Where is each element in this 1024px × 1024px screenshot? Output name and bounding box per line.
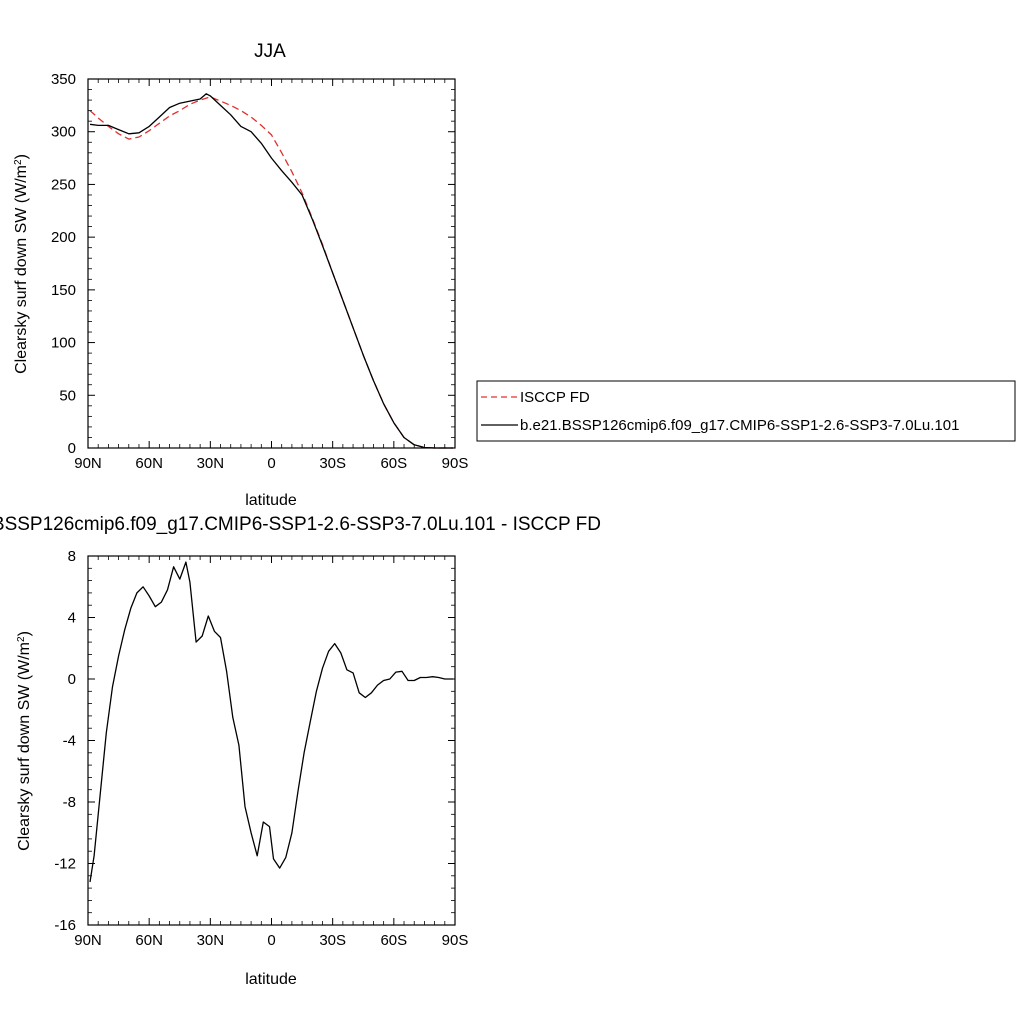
bottom-x-tick-label: 90S	[442, 932, 469, 949]
top-x-tick-label: 0	[267, 455, 275, 472]
top-chart-ticks: 90N 60N 30N 0 30S 60S 90S 0 50 100 150 200 250 300 350	[51, 71, 468, 472]
bottom-y-tick-label: -8	[63, 794, 76, 811]
bottom-y-tick-label: 0	[68, 671, 76, 688]
bottom-y-tick-label: 4	[68, 610, 76, 627]
bottom-y-axis-title-main: Clearsky surf down SW (W/m	[16, 642, 33, 851]
top-chart-legend: ISCCP FD b.e21.BSSP126cmip6.f09_g17.CMIP…	[476, 380, 1016, 442]
top-x-tick-label: 60S	[380, 455, 407, 472]
top-y-axis-title: Clearsky surf down SW (W/m2)	[13, 154, 31, 374]
bottom-y-tick-label: -12	[54, 856, 76, 873]
top-y-tick-label: 200	[51, 229, 76, 246]
legend-label-isccp-fd: ISCCP FD	[520, 389, 590, 406]
bottom-y-tick-label: -4	[63, 733, 76, 750]
bottom-y-axis-title-sup: 2	[16, 636, 27, 642]
top-line-chart: JJA 90N 60N 30N 0 30S 60S 90S 0 50 100 150 200 250 30…	[13, 41, 469, 509]
top-x-axis-title: latitude	[245, 492, 297, 509]
top-y-tick-label: 50	[59, 387, 76, 404]
legend-frame	[476, 380, 1016, 442]
top-x-tick-label: 30N	[197, 455, 225, 472]
top-y-axis-title-sup: 2	[13, 159, 24, 165]
top-y-tick-label: 100	[51, 335, 76, 352]
bottom-x-tick-label: 30N	[197, 932, 225, 949]
top-y-tick-label: 350	[51, 71, 76, 88]
bottom-chart-marks	[89, 561, 453, 883]
top-x-tick-label: 30S	[319, 455, 346, 472]
top-y-tick-label: 150	[51, 282, 76, 299]
bottom-line-chart: b.e21.BSSP126cmip6.f09_g17.CMIP6-SSP1-2.…	[0, 514, 601, 988]
top-chart-title: JJA	[254, 41, 286, 62]
bottom-chart-title: b.e21.BSSP126cmip6.f09_g17.CMIP6-SSP1-2.…	[0, 514, 601, 535]
top-series-line-1	[89, 93, 453, 449]
top-x-tick-label: 60N	[135, 455, 163, 472]
bottom-chart-ticks: 90N 60N 30N 0 30S 60S 90S -16 -12 -8 -4 0 4 8	[54, 548, 468, 949]
top-x-tick-label: 90N	[74, 455, 102, 472]
bottom-y-tick-label: -16	[54, 917, 76, 934]
top-y-axis-title-end: )	[13, 154, 30, 159]
bottom-x-axis-title: latitude	[245, 971, 297, 988]
bottom-plot-frame	[87, 555, 456, 926]
top-y-tick-label: 300	[51, 124, 76, 141]
top-y-axis-title-main: Clearsky surf down SW (W/m	[13, 165, 30, 374]
bottom-y-axis-title-end: )	[16, 631, 33, 636]
top-series-line-0	[89, 96, 453, 449]
top-x-tick-label: 90S	[442, 455, 469, 472]
top-chart-marks	[89, 93, 453, 449]
bottom-x-tick-label: 30S	[319, 932, 346, 949]
top-y-tick-label: 0	[68, 440, 76, 457]
bottom-x-tick-label: 60S	[380, 932, 407, 949]
bottom-y-axis-title: Clearsky surf down SW (W/m2)	[16, 631, 34, 851]
bottom-series-line-0	[89, 561, 453, 883]
bottom-x-tick-label: 90N	[74, 932, 102, 949]
bottom-x-tick-label: 0	[267, 932, 275, 949]
legend-label-model: b.e21.BSSP126cmip6.f09_g17.CMIP6-SSP1-2.…	[520, 417, 959, 434]
bottom-x-tick-label: 60N	[135, 932, 163, 949]
bottom-y-tick-label: 8	[68, 548, 76, 565]
top-y-tick-label: 250	[51, 176, 76, 193]
